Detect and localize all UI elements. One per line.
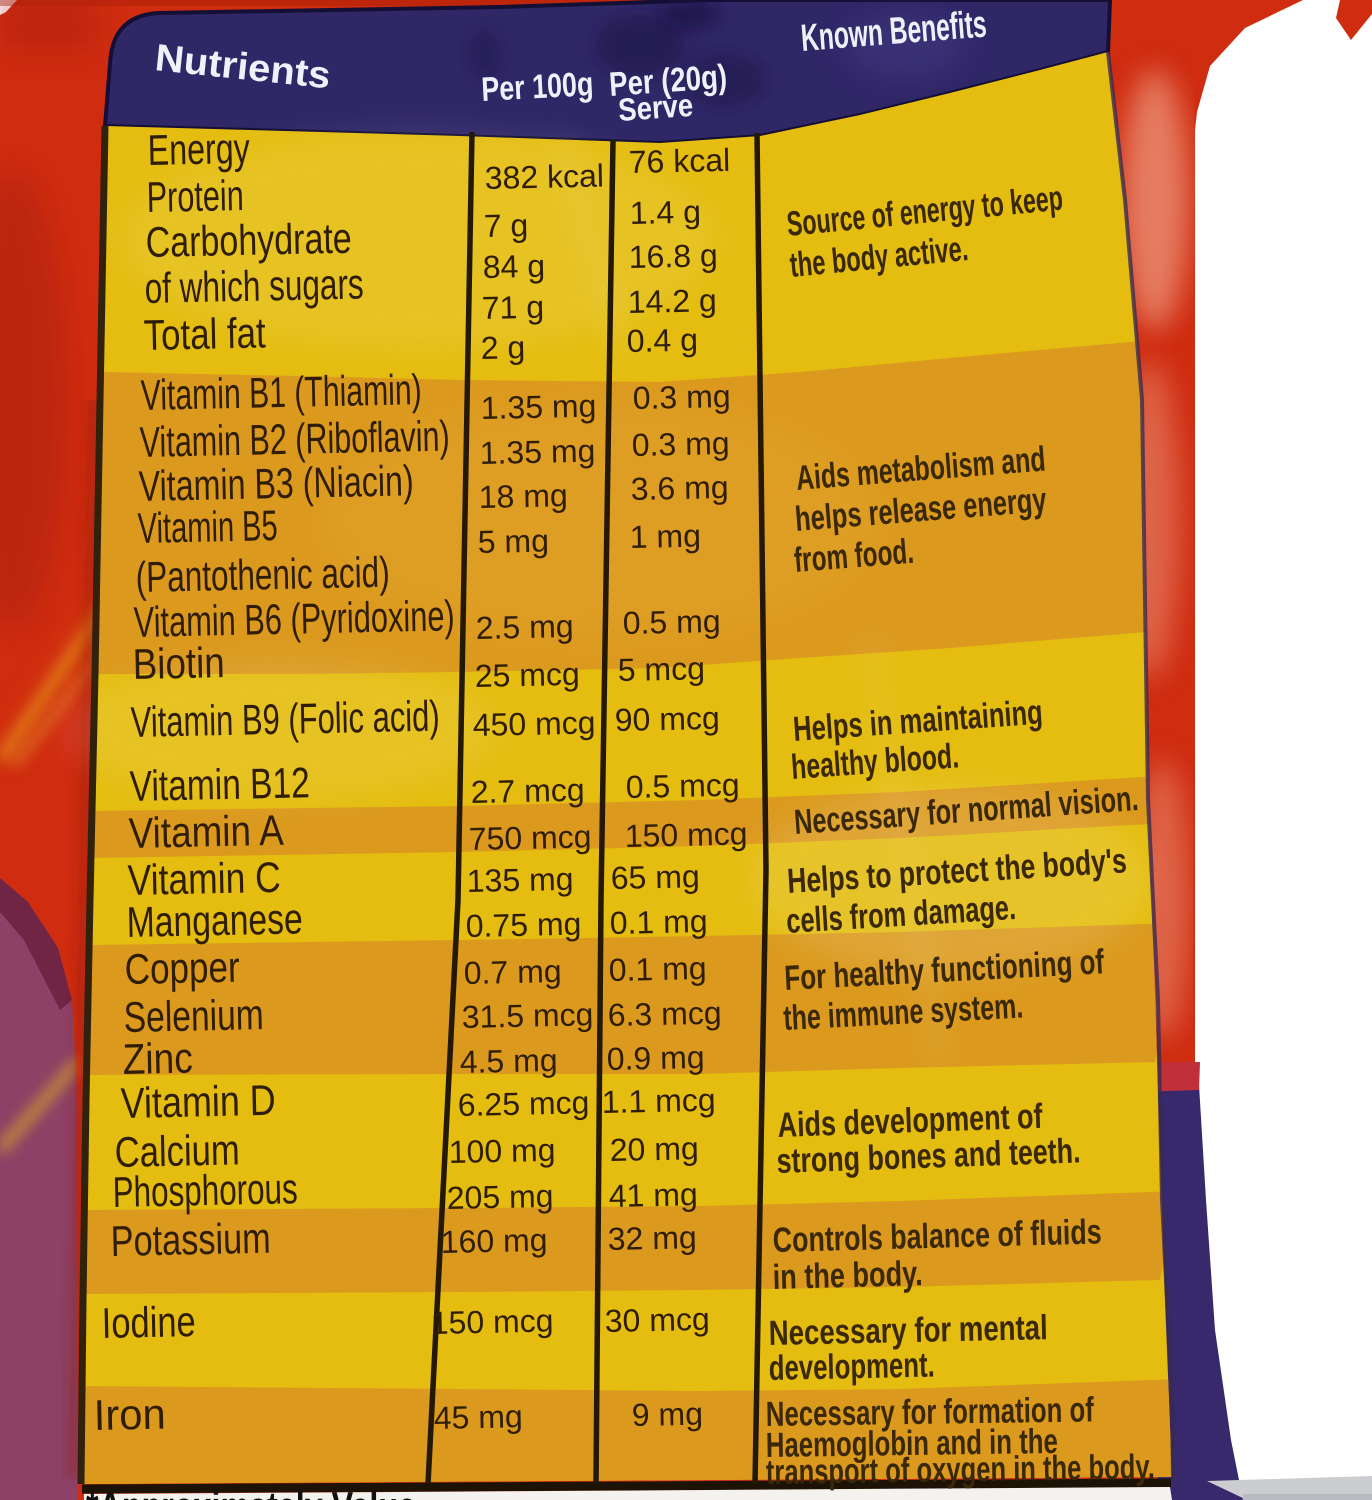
svg-text:Zinc: Zinc (122, 1035, 193, 1084)
svg-text:0.5 mcg: 0.5 mcg (625, 767, 740, 805)
svg-text:16.8 g: 16.8 g (628, 237, 718, 275)
svg-text:from food.: from food. (793, 532, 916, 580)
svg-text:0.7 mg: 0.7 mg (463, 953, 562, 991)
svg-text:Vitamin A: Vitamin A (128, 807, 284, 858)
svg-text:Vitamin C: Vitamin C (127, 854, 281, 905)
svg-text:2.7 mcg: 2.7 mcg (470, 772, 585, 810)
svg-text:6.25 mcg: 6.25 mcg (457, 1084, 589, 1123)
svg-text:1.35 mg: 1.35 mg (480, 388, 596, 426)
svg-text:Vitamin B3 (Niacin): Vitamin B3 (Niacin) (138, 457, 414, 511)
svg-text:Calcium: Calcium (114, 1126, 240, 1177)
svg-text:150 mcg: 150 mcg (430, 1302, 553, 1341)
svg-text:Phosphorous: Phosphorous (112, 1165, 298, 1217)
svg-text:76 kcal: 76 kcal (628, 142, 730, 180)
svg-text:41 mg: 41 mg (608, 1176, 698, 1214)
svg-text:18 mg: 18 mg (478, 477, 568, 515)
svg-text:0.4 g: 0.4 g (626, 322, 698, 359)
svg-text:Carbohydrate: Carbohydrate (145, 215, 352, 267)
svg-text:Biotin: Biotin (132, 639, 225, 689)
svg-text:90 mcg: 90 mcg (614, 700, 720, 738)
svg-text:7 g: 7 g (483, 207, 528, 244)
svg-text:Total fat: Total fat (143, 309, 266, 360)
svg-text:Manganese: Manganese (126, 895, 303, 947)
svg-text:6.3 mcg: 6.3 mcg (607, 995, 722, 1033)
svg-text:development.: development. (768, 1346, 935, 1388)
svg-text:Vitamin B12: Vitamin B12 (129, 759, 310, 811)
svg-text:1.35 mg: 1.35 mg (479, 433, 595, 471)
svg-text:0.3 mg: 0.3 mg (631, 425, 730, 463)
svg-text:Serve: Serve (617, 87, 694, 128)
svg-text:*Approximately Value: *Approximately Value (86, 1483, 416, 1500)
svg-text:135 mg: 135 mg (466, 861, 573, 899)
svg-text:Vitamin B2 (Riboflavin): Vitamin B2 (Riboflavin) (139, 413, 450, 467)
svg-text:205 mg: 205 mg (446, 1178, 553, 1216)
svg-text:3.6 mg: 3.6 mg (630, 469, 729, 507)
svg-text:Copper: Copper (124, 944, 240, 994)
svg-text:Per (20g): Per (20g) (608, 58, 728, 104)
svg-text:0.1 mg: 0.1 mg (608, 950, 707, 988)
svg-text:65 mg: 65 mg (610, 858, 700, 896)
svg-text:0.9 mg: 0.9 mg (606, 1039, 705, 1077)
svg-text:1.4 g: 1.4 g (629, 194, 701, 231)
svg-text:Iodine: Iodine (101, 1298, 196, 1348)
svg-text:Per 100g: Per 100g (480, 65, 594, 109)
svg-text:of which sugars: of which sugars (144, 260, 364, 313)
svg-text:in the body.: in the body. (772, 1254, 923, 1297)
svg-text:31.5 mcg: 31.5 mcg (461, 996, 593, 1035)
svg-text:Necessary for mental: Necessary for mental (768, 1308, 1048, 1353)
svg-text:71 g: 71 g (481, 289, 544, 326)
svg-text:Vitamin B5: Vitamin B5 (137, 502, 278, 553)
svg-text:0.75 mg: 0.75 mg (465, 906, 581, 944)
svg-text:45 mg: 45 mg (433, 1398, 523, 1436)
svg-text:Vitamin B1 (Thiamin): Vitamin B1 (Thiamin) (140, 366, 422, 420)
svg-text:100 mg: 100 mg (448, 1132, 555, 1170)
svg-text:2.5 mg: 2.5 mg (475, 608, 574, 646)
svg-text:Selenium: Selenium (123, 991, 264, 1042)
svg-text:160 mg: 160 mg (440, 1222, 547, 1260)
svg-text:Iron: Iron (93, 1391, 166, 1440)
svg-text:1.1 mcg: 1.1 mcg (601, 1082, 716, 1120)
svg-text:2 g: 2 g (480, 329, 525, 366)
svg-text:84 g: 84 g (482, 248, 545, 285)
svg-text:450 mcg: 450 mcg (472, 704, 595, 743)
svg-text:20 mg: 20 mg (609, 1130, 699, 1168)
svg-text:transport of oxygen in the bod: transport of oxygen in the body. (766, 1448, 1156, 1492)
svg-text:Vitamin B9 (Folic acid): Vitamin B9 (Folic acid) (130, 693, 440, 747)
svg-text:4.5 mg: 4.5 mg (459, 1042, 558, 1080)
svg-text:Protein: Protein (146, 172, 244, 222)
svg-text:9 mg: 9 mg (631, 1396, 703, 1433)
svg-text:Necessary for formation of: Necessary for formation of (766, 1390, 1095, 1434)
svg-text:(Pantothenic acid): (Pantothenic acid) (135, 549, 390, 602)
svg-text:Haemoglobin and in the: Haemoglobin and in the (766, 1422, 1059, 1465)
svg-text:Energy: Energy (147, 125, 250, 175)
svg-text:1 mg: 1 mg (629, 518, 701, 555)
svg-text:30 mcg: 30 mcg (604, 1301, 710, 1339)
svg-text:Potassium: Potassium (110, 1215, 271, 1266)
svg-text:0.5 mg: 0.5 mg (622, 603, 721, 641)
svg-text:Vitamin B6 (Pyridoxine): Vitamin B6 (Pyridoxine) (133, 592, 455, 647)
svg-text:0.1 mg: 0.1 mg (609, 903, 708, 941)
svg-text:750 mcg: 750 mcg (468, 818, 591, 857)
svg-text:5 mg: 5 mg (477, 523, 549, 560)
svg-text:Vitamin D: Vitamin D (120, 1077, 276, 1128)
svg-text:382 kcal: 382 kcal (484, 158, 604, 196)
svg-text:0.3 mg: 0.3 mg (632, 378, 731, 416)
svg-text:150 mcg: 150 mcg (624, 815, 747, 854)
svg-text:14.2 g: 14.2 g (627, 282, 717, 320)
svg-text:25 mcg: 25 mcg (474, 656, 580, 694)
svg-text:Controls balance of fluids: Controls balance of fluids (772, 1212, 1102, 1260)
svg-text:32 mg: 32 mg (607, 1219, 697, 1257)
svg-text:Aids development of: Aids development of (777, 1097, 1043, 1145)
svg-text:5 mcg: 5 mcg (617, 650, 705, 688)
